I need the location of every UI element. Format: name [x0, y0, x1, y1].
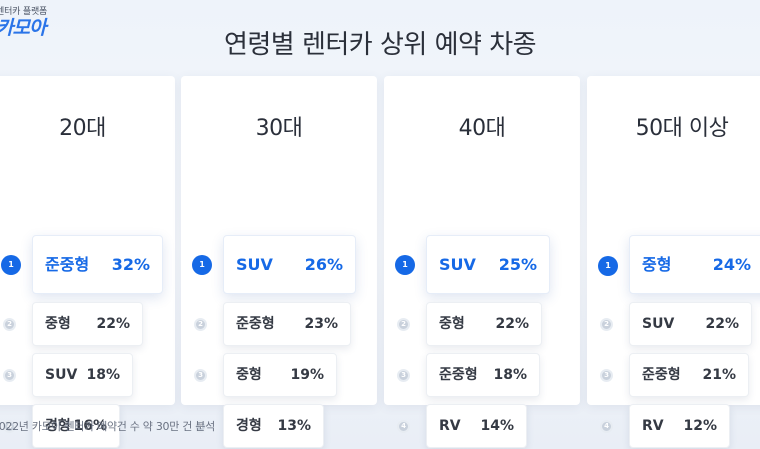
card-title: 30대 [255, 116, 303, 141]
car-type: 중형 [439, 316, 465, 332]
rank-badge: 3 [3, 369, 16, 382]
car-type: 준중형 [439, 367, 478, 383]
ranking-item: 중형 24% [629, 235, 760, 294]
ranking-item: 경형 16% [32, 404, 120, 448]
car-type: SUV [236, 255, 273, 274]
card-title: 20대 [59, 116, 106, 141]
share-percent: 25% [498, 255, 537, 274]
source-footnote: 2022년 카모아 렌터카 예약건 수 약 30만 건 분석 [0, 420, 215, 433]
brand-logo: 카모아 [0, 17, 46, 39]
car-type: 경형 [236, 418, 262, 434]
card-title: 50대 이상 [635, 116, 729, 141]
page-title: 연령별 렌터카 상위 예약 차종 [223, 30, 537, 60]
share-percent: 18% [493, 367, 527, 383]
rank-badge: 4 [397, 420, 410, 433]
rank-badge: 1 [1, 255, 21, 275]
ranking-item: SUV 22% [629, 302, 752, 346]
car-type: 준중형 [45, 255, 90, 274]
rank-badge: 2 [397, 318, 410, 331]
rank-badge: 1 [598, 256, 618, 276]
car-type: RV [642, 418, 664, 434]
share-percent: 14% [480, 418, 514, 434]
rank-badge: 2 [600, 318, 613, 331]
brand-subtitle: 렌터카 플랫폼 [0, 7, 48, 17]
rank-badge: 2 [3, 318, 16, 331]
age-group-card-30s: 30대 1 SUV 26% 2 준중형 23% 3 중형 19% 4 경형 13… [181, 76, 377, 448]
age-group-card-50s-plus: 50대 이상 1 중형 24% 2 SUV 22% 3 준중형 21% 4 RV… [587, 76, 760, 448]
ranking-item: 준중형 18% [426, 353, 540, 397]
share-percent: 24% [712, 255, 751, 274]
ranking-item: 중형 22% [426, 302, 542, 346]
car-type: 준중형 [236, 316, 275, 332]
ranking-item: RV 14% [426, 404, 527, 448]
ranking-item: 준중형 21% [629, 353, 749, 397]
ranking-item: 중형 22% [32, 302, 143, 346]
share-percent: 22% [495, 316, 529, 332]
car-type: 중형 [642, 255, 672, 274]
car-type: SUV [642, 316, 675, 332]
car-type: 준중형 [642, 367, 681, 383]
rank-badge: 3 [397, 369, 410, 382]
share-percent: 18% [86, 367, 120, 383]
car-type: SUV [45, 367, 78, 383]
rank-badge: 1 [395, 255, 415, 275]
share-percent: 26% [304, 255, 343, 274]
rank-badge: 1 [192, 255, 212, 275]
rank-badge: 2 [194, 318, 207, 331]
rank-badge: 4 [194, 420, 207, 433]
share-percent: 12% [683, 418, 717, 434]
ranking-item: 경형 13% [223, 404, 324, 448]
rank-badge: 4 [3, 420, 16, 433]
share-percent: 32% [111, 255, 150, 274]
brand: 렌터카 플랫폼 카모아 [0, 4, 47, 39]
ranking-item: 준중형 23% [223, 302, 351, 346]
ranking-item: RV 12% [629, 404, 730, 448]
rank-badge: 3 [600, 369, 613, 382]
share-percent: 13% [277, 418, 311, 434]
share-percent: 21% [702, 367, 736, 383]
car-type: 중형 [236, 367, 262, 383]
ranking-item: SUV 26% [223, 235, 356, 294]
share-percent: 22% [96, 316, 130, 332]
ranking-item: 준중형 32% [32, 235, 163, 294]
age-group-card-40s: 40대 1 SUV 25% 2 중형 22% 3 준중형 18% 4 RV 14… [384, 76, 580, 448]
car-type: 경형 [45, 418, 71, 434]
ranking-item: 중형 19% [223, 353, 337, 397]
share-percent: 19% [290, 367, 324, 383]
age-group-card-20s: 20대 1 준중형 32% 2 중형 22% 3 SUV 18% 4 경형 16… [0, 76, 175, 448]
rank-badge: 3 [194, 369, 207, 382]
ranking-item: SUV 25% [426, 235, 550, 294]
card-title: 40대 [458, 116, 506, 141]
rank-badge: 4 [600, 420, 613, 433]
car-type: RV [439, 418, 461, 434]
ranking-item: SUV 18% [32, 353, 133, 397]
share-percent: 23% [304, 316, 338, 332]
car-type: 중형 [45, 316, 71, 332]
car-type: SUV [439, 255, 476, 274]
share-percent: 22% [705, 316, 739, 332]
share-percent: 16% [73, 418, 107, 434]
